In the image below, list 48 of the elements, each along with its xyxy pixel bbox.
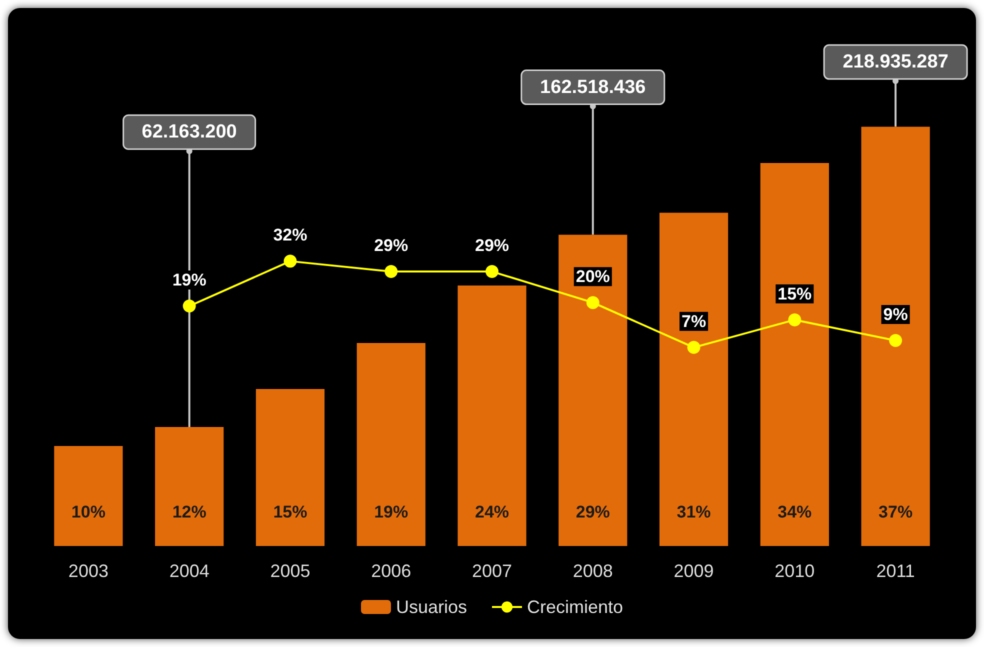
- point: [687, 340, 700, 354]
- x-tick-label: 2008: [572, 561, 613, 581]
- annotation: 37%: [878, 502, 913, 522]
- x-tick-label: 2007: [472, 561, 512, 581]
- annotation: 15%: [273, 502, 308, 522]
- data-label: 20%: [576, 267, 610, 286]
- x-tick-label: 2005: [270, 561, 310, 581]
- x-tick-label: 2006: [371, 561, 412, 581]
- data-label: 7%: [681, 312, 706, 331]
- bar: [558, 234, 628, 546]
- point: [788, 313, 802, 326]
- data-label: 29%: [374, 236, 408, 256]
- x-tick-label: 2011: [876, 561, 915, 581]
- data-label: 218.935.287: [842, 52, 948, 72]
- bar: [155, 426, 224, 546]
- data-label: 19%: [172, 270, 206, 290]
- data-label: 62.163.200: [142, 122, 237, 143]
- annotation: 12%: [172, 502, 206, 522]
- x-tick-label: 2003: [68, 561, 108, 581]
- data-label: 162.518.436: [540, 76, 646, 98]
- point: [384, 265, 398, 278]
- data-label: 15%: [778, 284, 812, 304]
- bar: [256, 388, 325, 546]
- bar: [861, 126, 930, 546]
- bar: [54, 446, 123, 546]
- point: [889, 334, 902, 348]
- point: [284, 254, 297, 268]
- annotation: 34%: [778, 502, 812, 522]
- legend-label: Usuarios: [396, 597, 468, 617]
- data-label: 29%: [474, 236, 510, 256]
- x-tick-label: 2010: [774, 561, 815, 581]
- bar: [458, 286, 526, 546]
- annotation: 10%: [71, 502, 106, 522]
- bar: [760, 162, 829, 546]
- x-tick-label: 2004: [169, 561, 210, 581]
- point: [182, 300, 196, 313]
- legend-label: Crecimiento: [527, 597, 624, 617]
- annotation: 19%: [374, 502, 408, 522]
- bar: [356, 342, 426, 546]
- data-label: 9%: [883, 305, 908, 324]
- bar: [659, 212, 728, 546]
- point: [586, 296, 600, 310]
- annotation: 29%: [576, 502, 610, 522]
- point: [486, 265, 498, 278]
- annotation: 31%: [676, 502, 711, 522]
- data-label: 32%: [273, 226, 308, 245]
- annotation: 24%: [474, 502, 510, 522]
- x-tick-label: 2009: [674, 561, 714, 581]
